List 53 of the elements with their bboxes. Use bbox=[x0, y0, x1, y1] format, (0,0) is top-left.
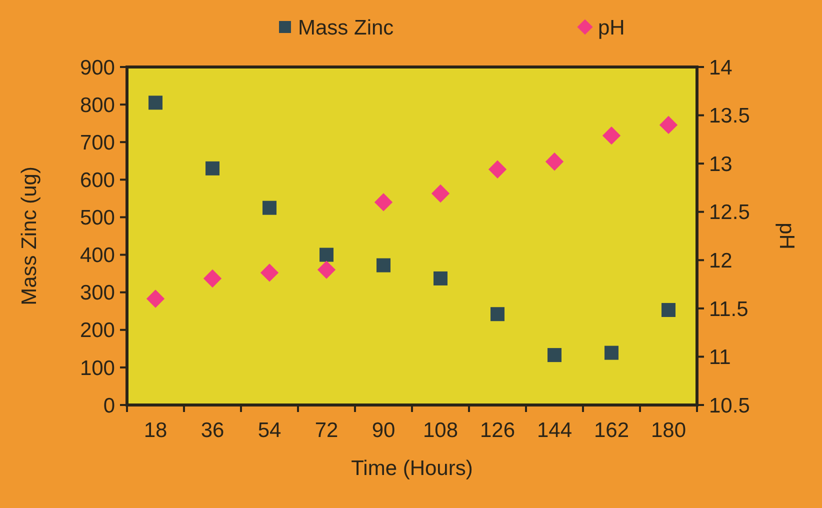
y2-tick-label: 13.5 bbox=[709, 104, 750, 128]
y2-tick-label: 11 bbox=[709, 346, 731, 370]
y2-tick-label: 13 bbox=[709, 152, 732, 176]
x-tick-label: 18 bbox=[144, 419, 168, 442]
y-tick-label: 200 bbox=[80, 319, 115, 342]
y2-tick-label: 12 bbox=[709, 249, 732, 272]
point bbox=[545, 152, 564, 171]
point bbox=[148, 96, 162, 110]
y2-tick-label: 14 bbox=[709, 56, 733, 80]
x-tick-label: 72 bbox=[314, 419, 338, 442]
x-tick-label: 144 bbox=[536, 419, 572, 442]
point bbox=[548, 348, 562, 362]
y-tick-label: 600 bbox=[80, 169, 115, 192]
x-tick-label: 90 bbox=[372, 419, 396, 442]
y2-tick-label: 12.5 bbox=[709, 201, 750, 224]
y-tick-label: 0 bbox=[103, 394, 115, 418]
point bbox=[260, 264, 279, 282]
point bbox=[434, 271, 448, 286]
legend-label: Mass Zinc bbox=[298, 16, 394, 40]
y-tick-label: 400 bbox=[80, 244, 115, 268]
point bbox=[374, 193, 393, 212]
point bbox=[488, 160, 507, 178]
point bbox=[659, 116, 678, 134]
y-axis-title: Mass Zinc (ug) bbox=[18, 166, 41, 306]
point bbox=[490, 307, 504, 322]
point bbox=[206, 161, 220, 176]
point bbox=[203, 269, 222, 288]
point bbox=[662, 302, 676, 317]
y-tick-label: 300 bbox=[80, 282, 115, 305]
point bbox=[602, 126, 621, 145]
x-axis-title: Time (Hours) bbox=[351, 457, 473, 480]
x-tick-label: 54 bbox=[258, 419, 282, 442]
x-tick-label: 180 bbox=[650, 419, 686, 442]
y-tick-label: 800 bbox=[80, 94, 115, 117]
x-tick-label: 162 bbox=[594, 419, 630, 442]
y-tick-label: 900 bbox=[80, 56, 115, 80]
point bbox=[320, 248, 334, 262]
point bbox=[262, 200, 276, 215]
x-tick-label: 108 bbox=[422, 419, 458, 442]
point bbox=[376, 258, 390, 272]
legend-label: pH bbox=[598, 16, 625, 40]
y2-axis-title: pH bbox=[775, 222, 798, 250]
point bbox=[146, 290, 165, 308]
point bbox=[317, 260, 336, 279]
y-tick-label: 700 bbox=[80, 131, 115, 154]
x-tick-label: 36 bbox=[200, 419, 224, 442]
y-tick-label: 500 bbox=[80, 206, 115, 230]
y2-tick-label: 10.5 bbox=[709, 394, 750, 418]
y2-tick-label: 11.5 bbox=[709, 298, 748, 321]
x-tick-label: 126 bbox=[480, 419, 516, 442]
point bbox=[431, 184, 450, 203]
y-tick-label: 100 bbox=[80, 356, 115, 380]
point bbox=[604, 346, 618, 360]
